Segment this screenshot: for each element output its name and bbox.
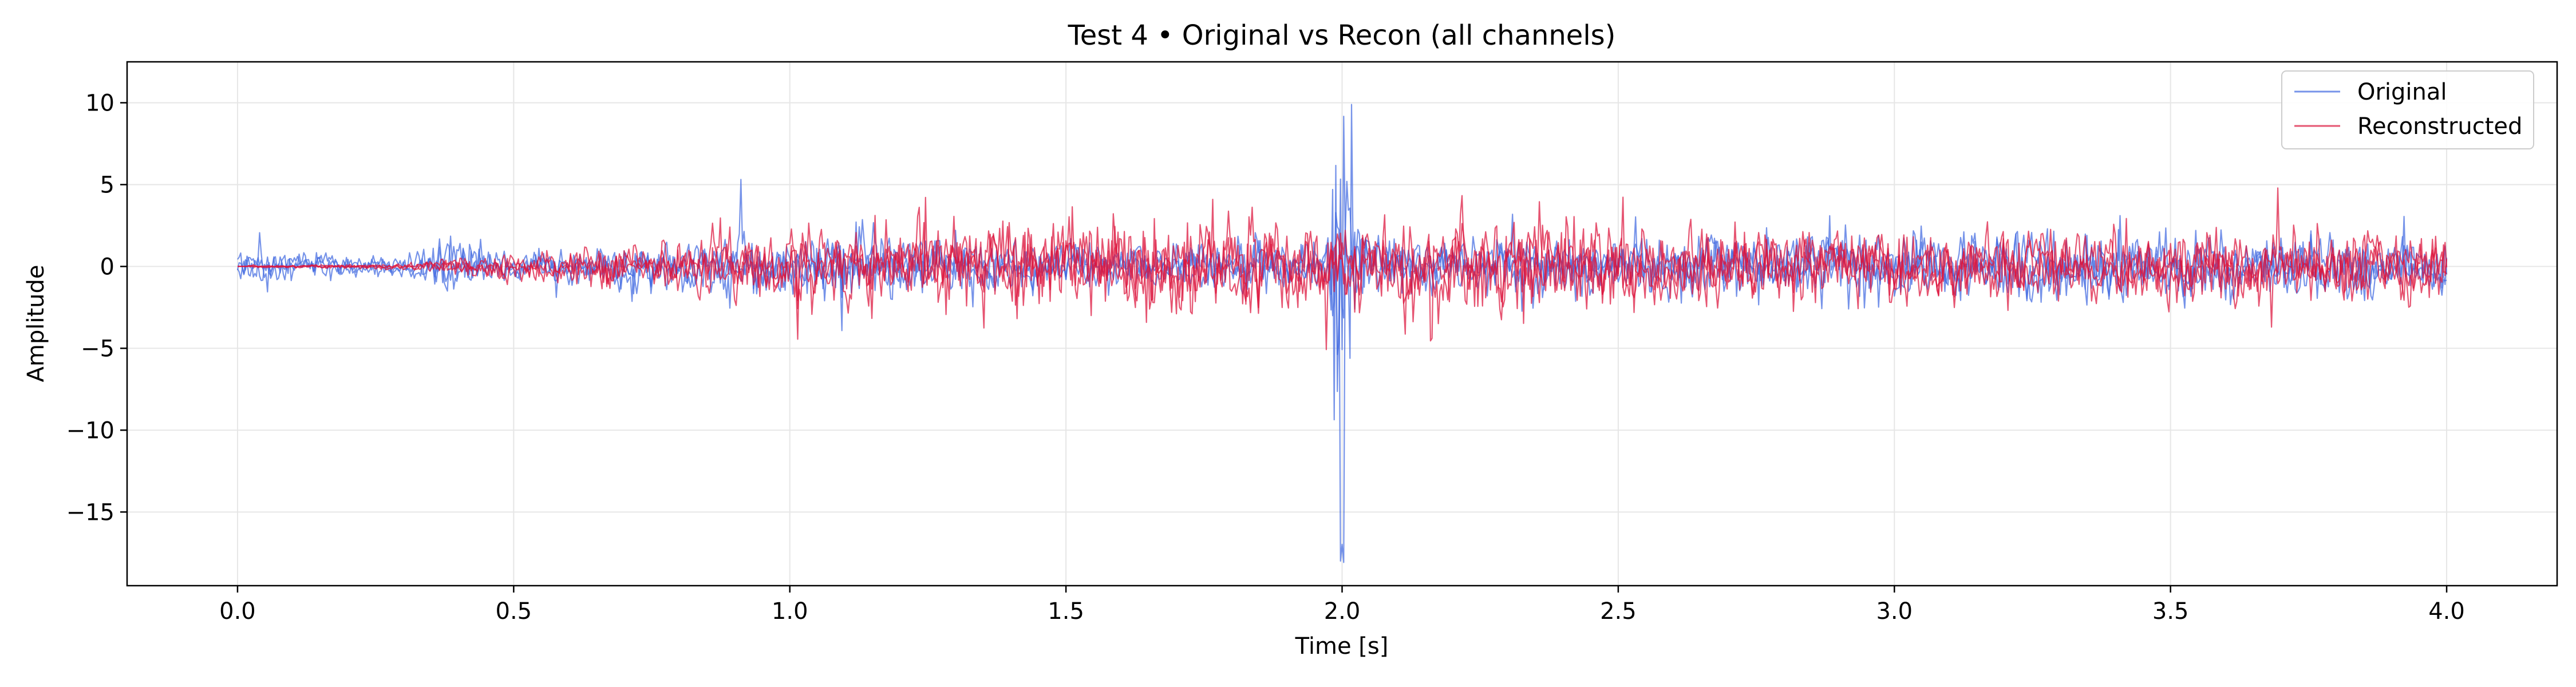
chart-title: Test 4 • Original vs Recon (all channels…	[1068, 19, 1616, 52]
x-tick-label: 2.0	[1324, 598, 1361, 625]
y-tick-label: −15	[66, 499, 114, 526]
y-tick-label: 10	[85, 90, 114, 116]
y-axis-label: Amplitude	[23, 265, 49, 382]
x-tick-label: 0.0	[219, 598, 256, 625]
y-tick-label: 5	[100, 172, 114, 198]
x-axis-label: Time [s]	[1295, 633, 1389, 660]
ticks-layer: 0.0 0.5 1.0 1.5 2.0 2.5 3.0 3.5 4.0 10 5 0 −5 −10 −15	[66, 90, 2465, 625]
y-tick-label: 0	[100, 254, 114, 280]
x-tick-label: 1.5	[1048, 598, 1084, 625]
series-layer	[236, 104, 2448, 563]
x-tick-label: 3.5	[2152, 598, 2189, 625]
x-tick-label: 2.5	[1600, 598, 1637, 625]
legend-label-original: Original	[2357, 79, 2447, 105]
reconstructed-channel-3-line	[238, 187, 2448, 340]
legend-label-reconstructed: Reconstructed	[2357, 113, 2522, 140]
y-tick-label: −10	[66, 417, 114, 444]
x-tick-label: 3.0	[1876, 598, 1913, 625]
y-tick-label: −5	[81, 335, 114, 362]
x-tick-label: 1.0	[772, 598, 808, 625]
legend-box	[2281, 70, 2534, 149]
legend: Original Reconstructed	[2281, 70, 2534, 149]
x-tick-label: 0.5	[496, 598, 532, 625]
x-tick-label: 4.0	[2428, 598, 2465, 625]
